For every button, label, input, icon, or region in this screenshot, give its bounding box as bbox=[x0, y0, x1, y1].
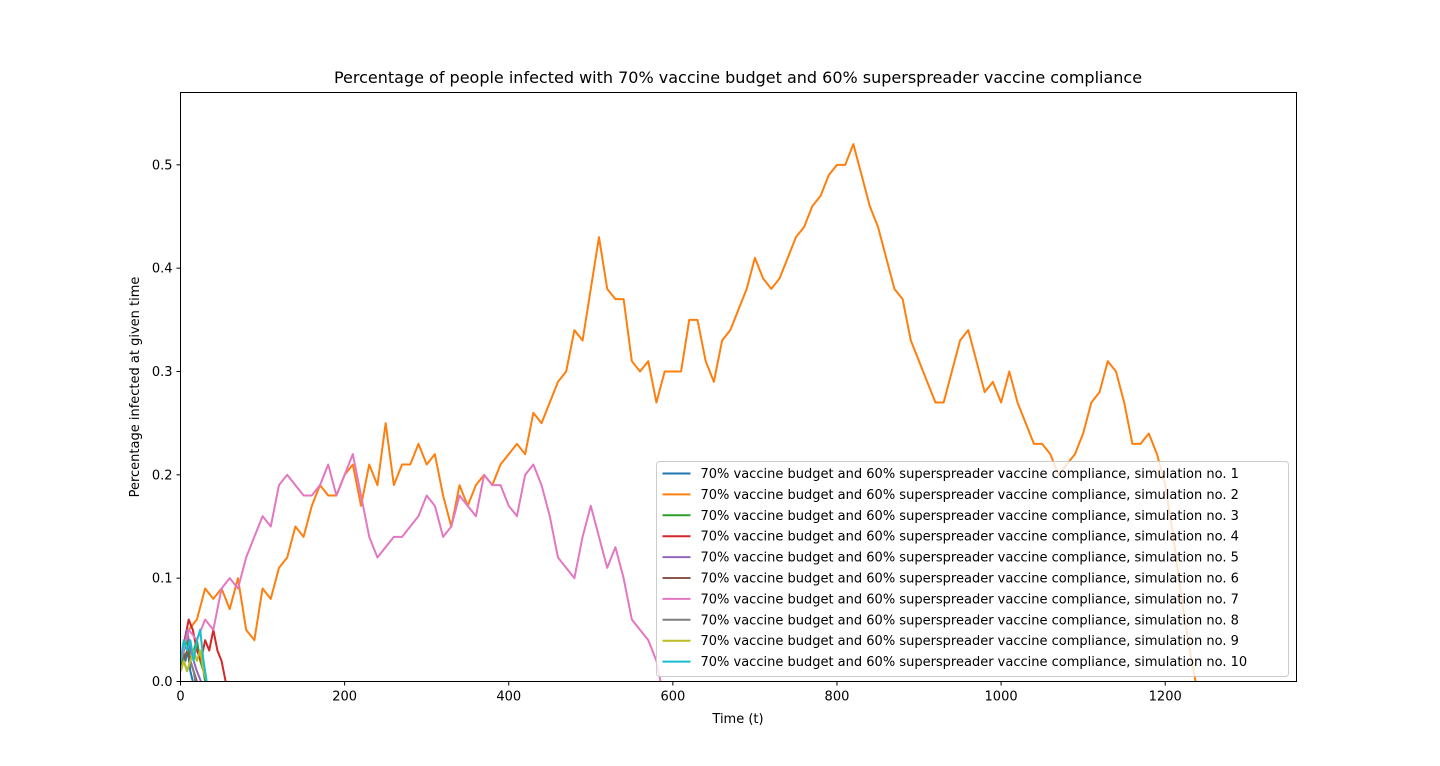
y-tick-label: 0.2 bbox=[152, 468, 173, 483]
chart-title: Percentage of people infected with 70% v… bbox=[334, 68, 1142, 87]
x-tick-label: 400 bbox=[496, 690, 521, 705]
x-tick-label: 0 bbox=[176, 690, 184, 705]
legend-label-3: 70% vaccine budget and 60% superspreader… bbox=[701, 509, 1239, 524]
series-line-2 bbox=[180, 143, 1197, 682]
y-tick-label: 0.0 bbox=[152, 675, 173, 690]
plot-frame bbox=[180, 92, 1297, 682]
legend-label-7: 70% vaccine budget and 60% superspreader… bbox=[701, 592, 1239, 607]
y-tick-label: 0.4 bbox=[152, 262, 173, 277]
legend-label-5: 70% vaccine budget and 60% superspreader… bbox=[701, 551, 1239, 566]
x-tick-label: 1000 bbox=[985, 690, 1018, 705]
series-line-10 bbox=[180, 628, 208, 682]
legend-label-1: 70% vaccine budget and 60% superspreader… bbox=[701, 467, 1239, 482]
legend-label-9: 70% vaccine budget and 60% superspreader… bbox=[701, 634, 1239, 649]
x-tick-label: 600 bbox=[660, 690, 685, 705]
legend-label-2: 70% vaccine budget and 60% superspreader… bbox=[701, 488, 1239, 503]
legend-box bbox=[656, 461, 1289, 677]
x-axis-title: Time (t) bbox=[711, 712, 763, 727]
y-tick-label: 0.1 bbox=[152, 572, 173, 587]
x-axis-ticks: 0 200 400 600 800 1000 1200 bbox=[176, 681, 1182, 705]
x-tick-label: 200 bbox=[332, 690, 357, 705]
y-tick-label: 0.5 bbox=[152, 158, 173, 173]
x-tick-label: 800 bbox=[825, 690, 850, 705]
series-layer bbox=[180, 143, 1197, 682]
series-line-9 bbox=[180, 649, 208, 682]
legend-label-4: 70% vaccine budget and 60% superspreader… bbox=[701, 530, 1239, 545]
legend-label-10: 70% vaccine budget and 60% superspreader… bbox=[701, 655, 1248, 670]
series-line-7 bbox=[180, 453, 662, 682]
y-axis-ticks: 0.0 0.1 0.2 0.3 0.4 0.5 bbox=[152, 158, 181, 690]
y-tick-label: 0.3 bbox=[152, 365, 173, 380]
x-tick-label: 1200 bbox=[1149, 690, 1182, 705]
legend-label-8: 70% vaccine budget and 60% superspreader… bbox=[701, 613, 1239, 628]
y-axis-title: Percentage infected at given time bbox=[128, 277, 143, 498]
legend-label-6: 70% vaccine budget and 60% superspreader… bbox=[701, 572, 1239, 587]
legend: 70% vaccine budget and 60% superspreader… bbox=[656, 461, 1289, 677]
